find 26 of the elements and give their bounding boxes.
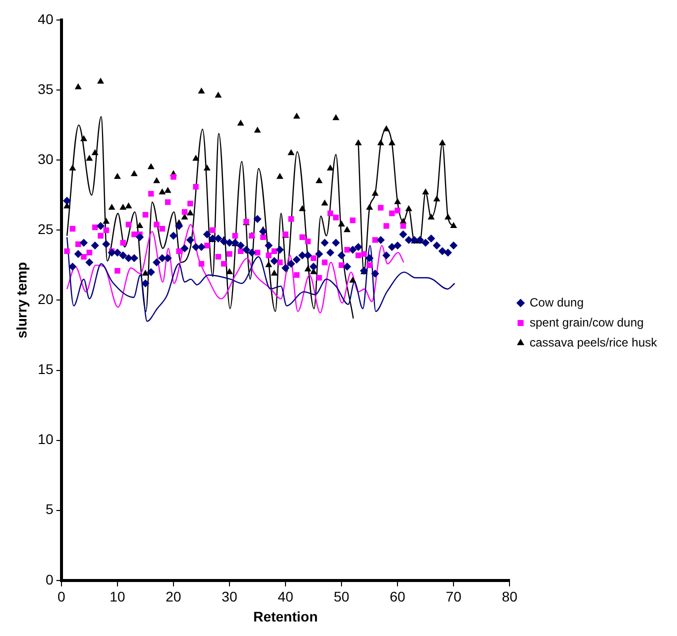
y-tick-label: 15: [38, 361, 54, 378]
y-tick-label: 0: [46, 571, 54, 588]
line-series: [66, 224, 404, 314]
legend-label: cassava peels/rice husk: [530, 335, 658, 350]
x-tick-label: 50: [334, 588, 350, 605]
x-tick-label: 10: [110, 588, 126, 605]
y-tick-label: 40: [38, 10, 54, 27]
x-tick-label: 70: [446, 588, 462, 605]
x-tick-label: 60: [390, 588, 406, 605]
x-tick-label: 40: [278, 588, 294, 605]
x-tick-label: 80: [502, 588, 518, 605]
y-axis-title: slurry temp: [13, 262, 30, 338]
y-tick-label: 30: [38, 150, 54, 167]
x-tick-label: 20: [166, 588, 182, 605]
legend-label: spent grain/cow dung: [530, 315, 644, 330]
y-tick-label: 20: [38, 291, 54, 308]
y-tick-label: 10: [38, 431, 54, 448]
legend-label: Cow dung: [530, 295, 584, 310]
x-tick-label: 0: [57, 588, 66, 605]
y-tick-label: 25: [38, 221, 54, 238]
y-tick-label: 5: [46, 501, 54, 518]
line-series: [66, 116, 354, 320]
x-tick-label: 30: [222, 588, 238, 605]
x-axis-title: Retention: [253, 608, 318, 624]
y-tick-label: 35: [38, 80, 54, 97]
line-series: [66, 236, 456, 322]
